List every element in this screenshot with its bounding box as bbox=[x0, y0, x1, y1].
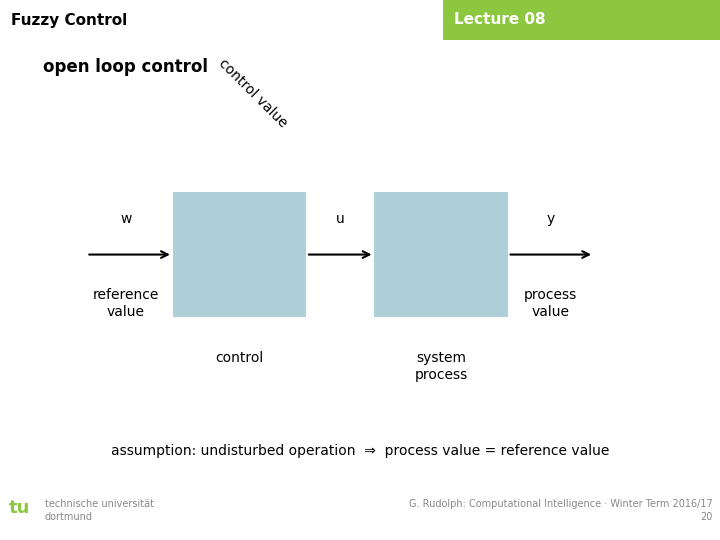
Text: control value: control value bbox=[216, 57, 289, 131]
Text: tu: tu bbox=[9, 499, 30, 517]
Text: control: control bbox=[215, 350, 264, 365]
Text: y: y bbox=[546, 212, 555, 226]
Text: process
value: process value bbox=[524, 288, 577, 319]
Bar bbox=[173, 192, 306, 317]
Bar bbox=[374, 192, 508, 317]
Text: Lecture 08: Lecture 08 bbox=[454, 12, 545, 28]
Bar bbox=[443, 0, 720, 40]
Text: reference
value: reference value bbox=[93, 288, 159, 319]
Text: technische universität
dortmund: technische universität dortmund bbox=[45, 499, 153, 522]
Text: open loop control: open loop control bbox=[43, 58, 208, 76]
Text: Fuzzy Control: Fuzzy Control bbox=[11, 12, 127, 28]
Text: G. Rudolph: Computational Intelligence · Winter Term 2016/17
20: G. Rudolph: Computational Intelligence ·… bbox=[409, 499, 713, 522]
Text: w: w bbox=[120, 212, 132, 226]
Text: u: u bbox=[336, 212, 345, 226]
Text: system
process: system process bbox=[415, 350, 467, 382]
Text: assumption: undisturbed operation  ⇒  process value = reference value: assumption: undisturbed operation ⇒ proc… bbox=[111, 444, 609, 458]
